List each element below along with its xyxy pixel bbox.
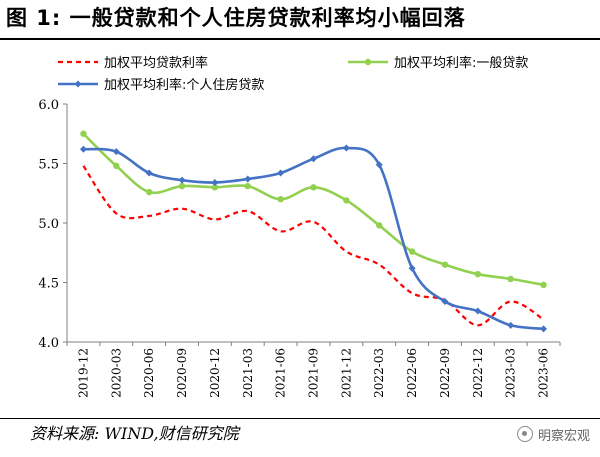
source-text: WIND,财信研究院: [104, 424, 239, 443]
legend-marker: [364, 58, 372, 66]
data-point: [113, 162, 120, 170]
x-tick-label: 2020-03: [109, 348, 123, 398]
data-point: [310, 184, 317, 191]
data-point: [244, 182, 251, 190]
x-tick-label: 2022-06: [405, 348, 419, 398]
title-divider: [0, 38, 600, 40]
legend-entry-3: 加权平均利率:个人住房贷款: [58, 77, 264, 93]
data-point: [441, 298, 449, 306]
source-note: 资料来源: WIND,财信研究院: [30, 420, 239, 448]
x-tick-label: 2019-12: [76, 348, 90, 398]
watermark-text: 明察宏观: [537, 428, 590, 444]
source-label: 资料来源:: [30, 424, 100, 443]
y-tick-label: 6.0: [38, 98, 59, 113]
data-point: [474, 270, 482, 278]
page-title: 图 1: 一般贷款和个人住房贷款利率均小幅回落: [6, 6, 466, 30]
legend-entry-2: 加权平均利率:一般贷款: [348, 55, 528, 71]
data-point: [540, 325, 548, 333]
data-point: [540, 281, 547, 289]
data-point: [80, 130, 87, 137]
data-point: [310, 155, 317, 163]
x-tick-label: 2022-12: [471, 348, 485, 398]
data-point: [145, 169, 153, 177]
series-line-1: [82, 165, 545, 327]
y-tick-label: 5.0: [38, 217, 59, 232]
data-point: [342, 144, 350, 152]
data-point: [408, 264, 416, 272]
data-point: [145, 188, 153, 196]
x-tick-label: 2020-12: [208, 348, 222, 398]
data-point: [277, 196, 284, 203]
data-point: [277, 169, 285, 177]
data-point: [211, 184, 219, 191]
x-tick-label: 2021-06: [274, 348, 288, 398]
data-point: [244, 175, 252, 183]
legend-label: 加权平均利率:一般贷款: [394, 55, 528, 71]
data-point: [441, 261, 449, 268]
data-point: [178, 182, 186, 190]
data-point: [211, 179, 219, 187]
chart-axes: 4.0 4.5 5.0 5.5 6.0 2019-12 2020-03 2020-06 2020…: [38, 98, 561, 398]
data-point: [343, 197, 350, 204]
data-point: [178, 176, 186, 184]
x-tick-label: 2020-09: [175, 348, 189, 398]
data-point: [376, 222, 383, 229]
data-point: [375, 161, 383, 169]
data-point: [507, 321, 515, 329]
legend-marker: [74, 80, 82, 88]
legend-label: 加权平均利率:个人住房贷款: [104, 77, 264, 93]
footer-divider: [0, 418, 600, 419]
data-point: [507, 275, 514, 283]
legend-label: 加权平均贷款利率: [104, 55, 208, 71]
chart-plot-area: [79, 130, 548, 333]
watermark: 明察宏观: [516, 420, 590, 448]
x-tick-label: 2021-09: [307, 348, 321, 398]
legend-entry-1: 加权平均贷款利率: [58, 55, 208, 71]
x-tick-label: 2020-06: [142, 348, 156, 398]
series-line-3: [83, 146, 544, 331]
wechat-icon: [516, 426, 533, 442]
y-tick-label: 4.0: [38, 336, 59, 351]
x-tick-label: 2023-06: [537, 348, 551, 398]
y-tick-label: 5.5: [38, 158, 59, 173]
y-tick-label: 4.5: [38, 277, 59, 292]
x-tick-label: 2021-12: [339, 348, 353, 398]
data-point: [408, 248, 416, 255]
data-point: [79, 145, 87, 153]
data-point: [112, 148, 120, 156]
x-tick-label: 2023-03: [504, 348, 518, 398]
x-tick-label: 2022-03: [372, 348, 386, 398]
data-point: [474, 307, 482, 315]
x-tick-label: 2022-09: [438, 348, 452, 398]
x-tick-label: 2021-03: [241, 348, 255, 398]
